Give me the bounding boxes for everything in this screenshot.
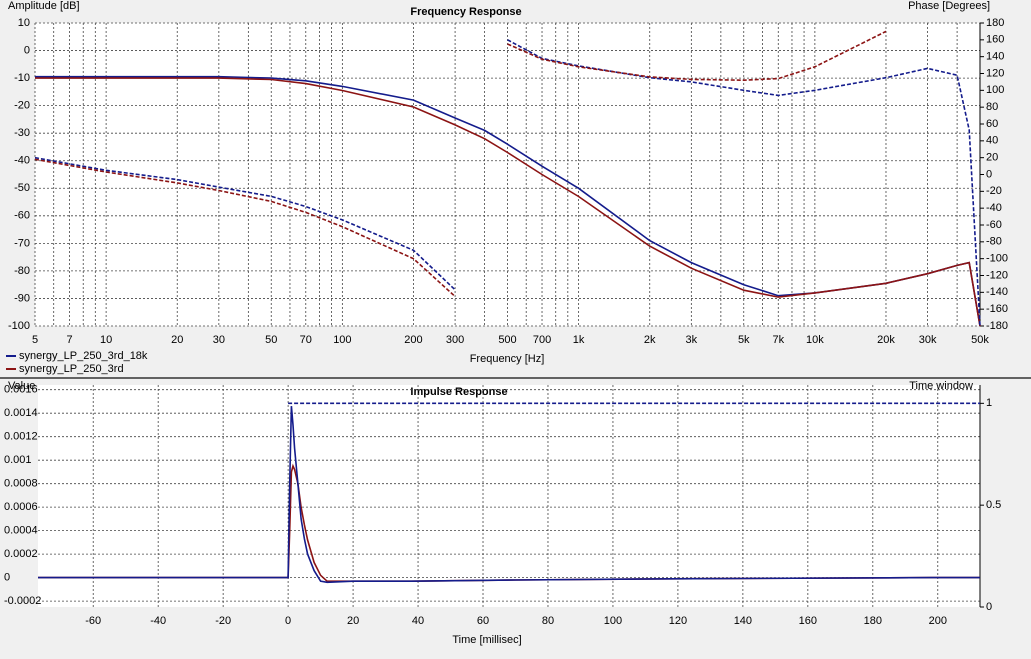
y2-tick-label: -20 <box>986 185 1002 197</box>
y2-tick-label: 0.5 <box>986 499 1001 511</box>
y-tick-label: -90 <box>14 292 30 304</box>
y2-tick-label: 180 <box>986 17 1004 29</box>
y2-tick-label: 1 <box>986 397 992 409</box>
x-tick-label: 40 <box>412 615 424 627</box>
x-tick-label: 200 <box>404 334 422 346</box>
x-tick-label: 500 <box>498 334 516 346</box>
y2-tick-label: -100 <box>986 253 1008 265</box>
y-tick-label: 0.0004 <box>4 525 38 537</box>
x-tick-label: 80 <box>542 615 554 627</box>
y2-tick-label: -80 <box>986 236 1002 248</box>
x-tick-label: 30k <box>919 334 937 346</box>
x-tick-label: 1k <box>573 334 585 346</box>
y-tick-label: -30 <box>14 127 30 139</box>
x-tick-label: 300 <box>446 334 464 346</box>
x-axis-label: Frequency [Hz] <box>470 353 545 365</box>
x-tick-label: 10 <box>100 334 112 346</box>
legend-label: synergy_LP_250_3rd_18k <box>19 350 148 362</box>
y2-tick-label: 160 <box>986 34 1004 46</box>
x-tick-label: 7 <box>66 334 72 346</box>
y-tick-label: 0 <box>4 572 10 584</box>
y-tick-label: -60 <box>14 210 30 222</box>
x-tick-label: 2k <box>644 334 656 346</box>
x-tick-label: 120 <box>669 615 687 627</box>
data-line <box>38 406 980 584</box>
y2-tick-label: 0 <box>986 168 992 180</box>
x-tick-label: 5k <box>738 334 750 346</box>
y2-tick-label: 120 <box>986 67 1004 79</box>
y2-tick-label: -180 <box>986 320 1008 332</box>
y-tick-label: 0.0016 <box>4 384 38 396</box>
y2-tick-label: 80 <box>986 101 998 113</box>
y2-tick-label: -140 <box>986 286 1008 298</box>
y-tick-label: 0 <box>24 44 30 56</box>
x-tick-label: 10k <box>806 334 824 346</box>
phase-line <box>34 39 981 327</box>
x-tick-label: 100 <box>333 334 351 346</box>
x-tick-label: 70 <box>300 334 312 346</box>
x-tick-label: 100 <box>604 615 622 627</box>
x-tick-label: 20 <box>347 615 359 627</box>
x-tick-label: 3k <box>686 334 698 346</box>
x-tick-label: 60 <box>477 615 489 627</box>
chart-title: Impulse Response <box>410 386 507 398</box>
x-tick-label: 700 <box>533 334 551 346</box>
y-tick-label: 0.0002 <box>4 548 38 560</box>
y2-axis-label: Phase [Degrees] <box>908 0 990 12</box>
x-tick-label: 180 <box>864 615 882 627</box>
x-tick-label: 0 <box>285 615 291 627</box>
x-tick-label: 20k <box>877 334 895 346</box>
y-tick-label: -20 <box>14 100 30 112</box>
y-axis-label: Amplitude [dB] <box>8 0 80 12</box>
x-tick-label: 200 <box>929 615 947 627</box>
plot-area <box>38 385 980 607</box>
x-tick-label: -60 <box>85 615 101 627</box>
y2-tick-label: 40 <box>986 135 998 147</box>
y-tick-label: -100 <box>8 320 30 332</box>
y2-tick-label: -120 <box>986 269 1008 281</box>
y-tick-label: 0.0006 <box>4 501 38 513</box>
y-tick-label: 0.0012 <box>4 431 38 443</box>
y-tick-label: -50 <box>14 182 30 194</box>
y2-tick-label: 60 <box>986 118 998 130</box>
legend-label: synergy_LP_250_3rd <box>19 363 124 375</box>
x-tick-label: 50 <box>265 334 277 346</box>
data-line <box>35 77 981 327</box>
y-tick-label: -40 <box>14 155 30 167</box>
x-tick-label: 140 <box>734 615 752 627</box>
x-tick-label: 30 <box>213 334 225 346</box>
y2-tick-label: 100 <box>986 84 1004 96</box>
y2-tick-label: -40 <box>986 202 1002 214</box>
y2-tick-label: 20 <box>986 152 998 164</box>
chart-title: Frequency Response <box>410 6 521 18</box>
y-tick-label: -10 <box>14 72 30 84</box>
x-tick-label: -40 <box>150 615 166 627</box>
y2-tick-label: 140 <box>986 51 1004 63</box>
y-axis-label: Value <box>8 380 35 392</box>
y-tick-label: 0.0014 <box>4 407 38 419</box>
x-tick-label: 20 <box>171 334 183 346</box>
x-axis-label: Time [millisec] <box>452 634 521 646</box>
x-tick-label: 160 <box>799 615 817 627</box>
y-tick-label: -70 <box>14 237 30 249</box>
y-tick-label: 0.0008 <box>4 478 38 490</box>
y-tick-label: -80 <box>14 265 30 277</box>
y-tick-label: 0.001 <box>4 454 32 466</box>
y2-tick-label: -160 <box>986 303 1008 315</box>
x-tick-label: -20 <box>215 615 231 627</box>
x-tick-label: 5 <box>32 334 38 346</box>
y-tick-label: -0.0002 <box>4 595 41 607</box>
y2-tick-label: 0 <box>986 601 992 613</box>
y-tick-label: 10 <box>18 17 30 29</box>
x-tick-label: 50k <box>971 334 989 346</box>
x-tick-label: 7k <box>772 334 784 346</box>
y2-axis-label: Time window <box>909 380 973 392</box>
y2-tick-label: -60 <box>986 219 1002 231</box>
